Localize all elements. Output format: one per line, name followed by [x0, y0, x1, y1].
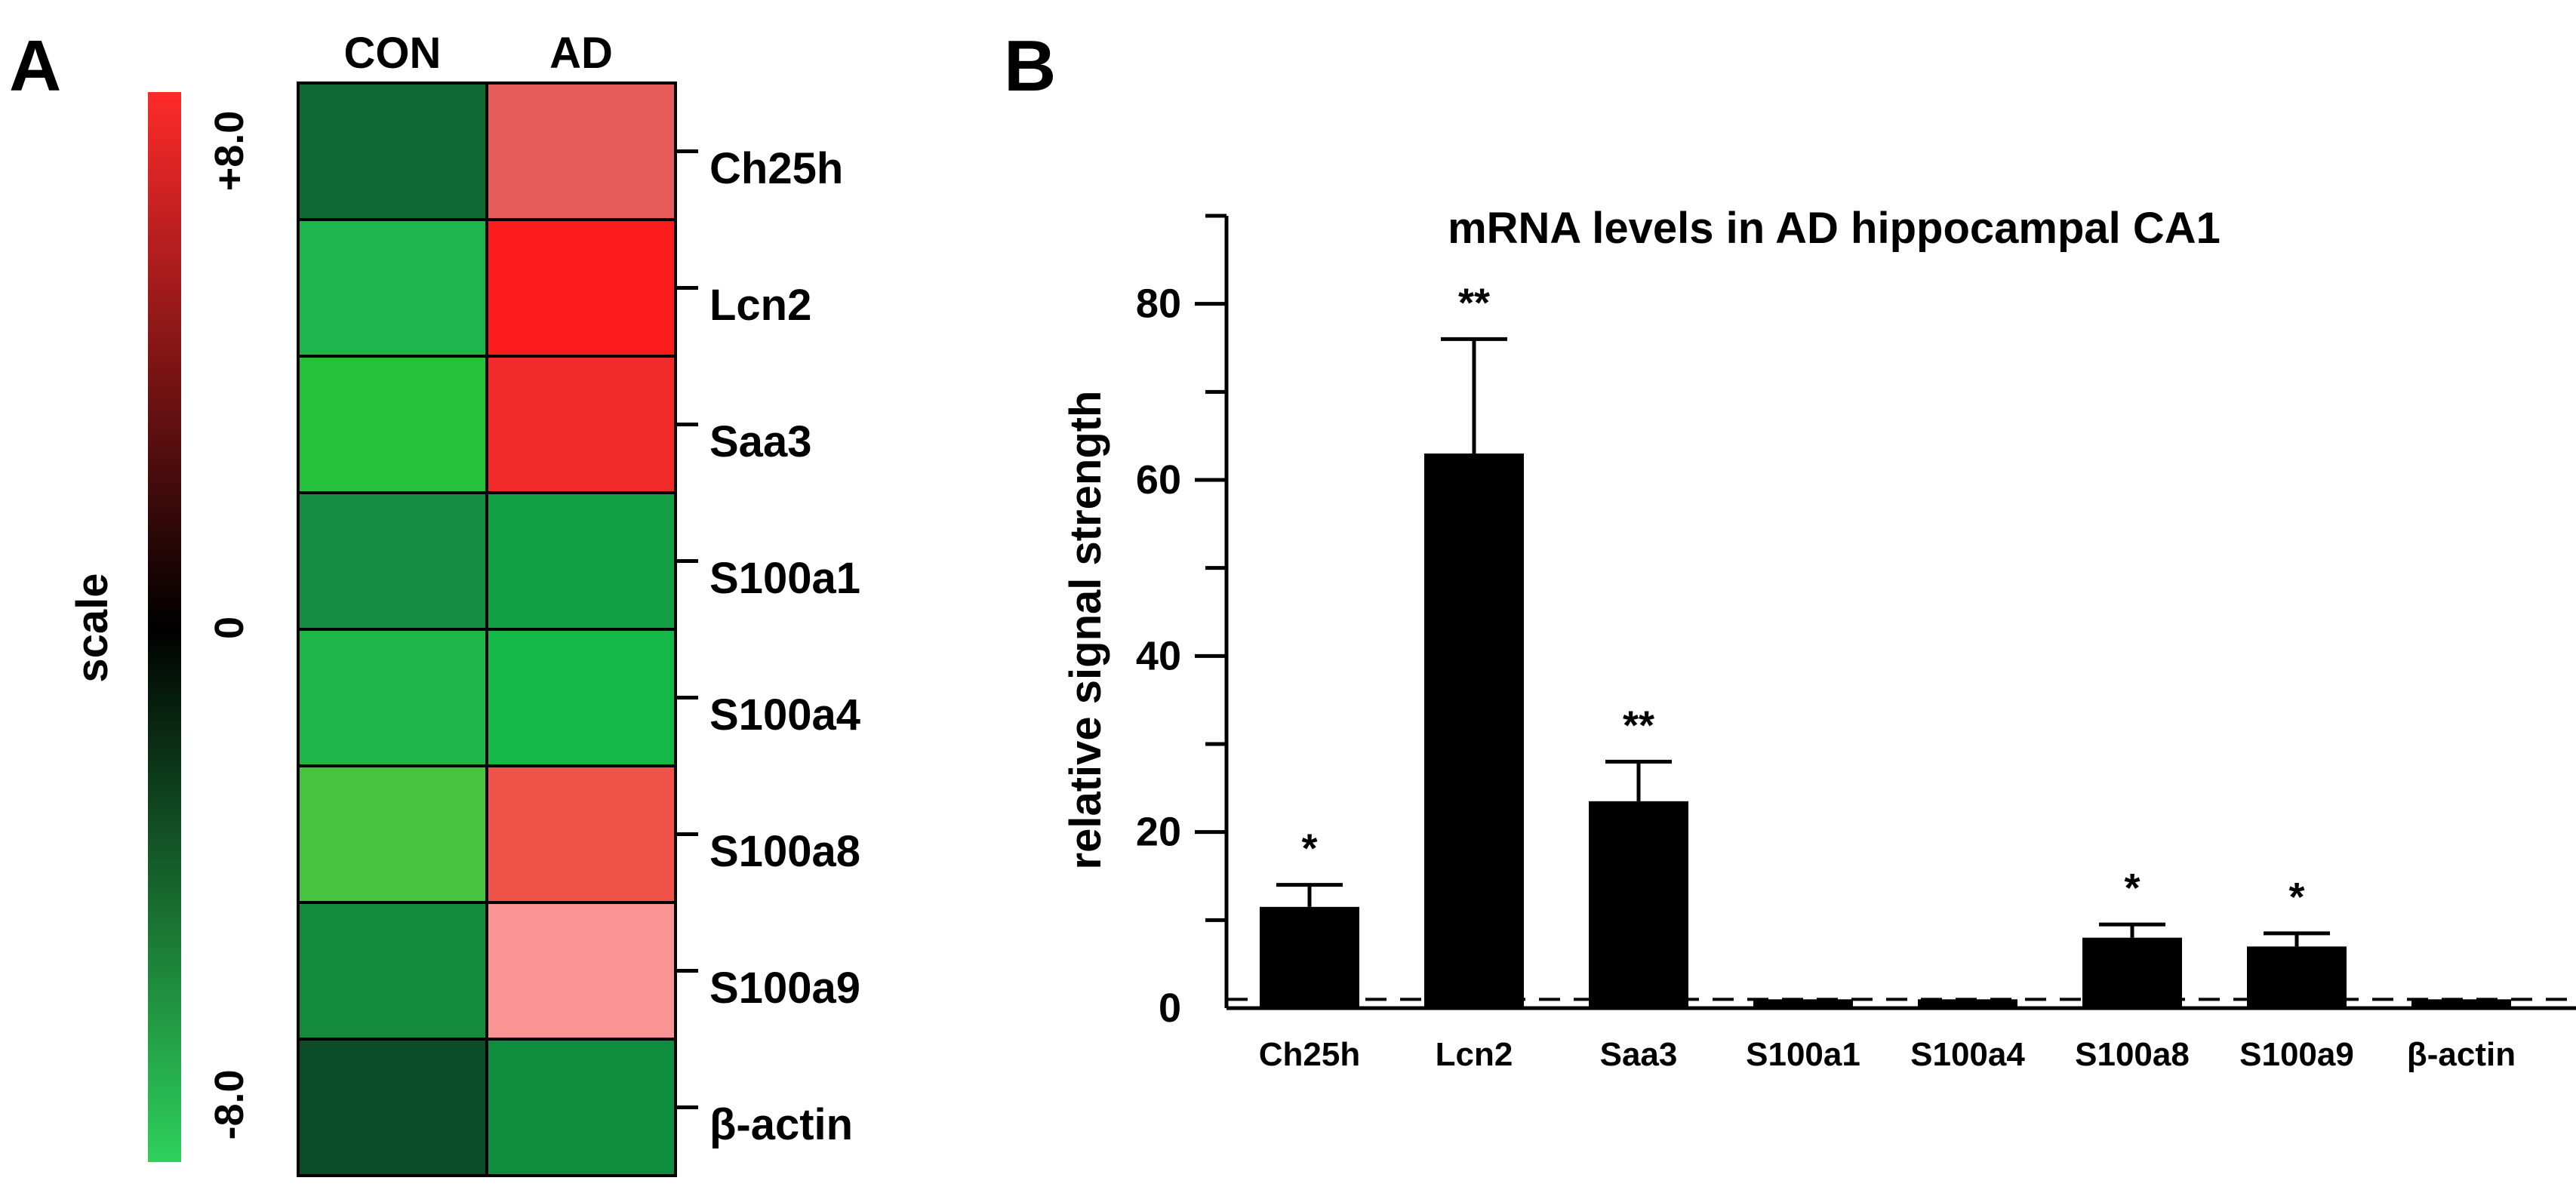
bar — [2411, 999, 2511, 1008]
panel-a-heatmap: A scale +8.0 0 -8.0 CON AD Ch25h Lcn2 Sa… — [9, 26, 860, 1177]
bar — [2082, 937, 2182, 1008]
heatmap-row-label: S100a8 — [709, 827, 860, 876]
heatmap-cell — [485, 901, 677, 1041]
y-axis-ticks: 0 20 40 60 80 — [1136, 214, 1226, 1031]
heatmap-cell — [485, 628, 677, 767]
x-tick-label: S100a1 — [1746, 1036, 1860, 1073]
panel-b-letter: B — [1004, 26, 1056, 106]
heatmap-row-label: Saa3 — [709, 417, 811, 466]
heatmap-column-label: CON — [344, 29, 442, 78]
heatmap-row-label: Lcn2 — [709, 281, 811, 330]
heatmap-cell — [485, 764, 677, 904]
bar — [1753, 999, 1853, 1008]
heatmap-cell — [297, 81, 488, 221]
y-axis-title: relative signal strength — [1061, 391, 1110, 870]
heatmap-cell — [297, 1038, 488, 1177]
heatmap-row-label: Ch25h — [709, 144, 843, 193]
bar — [1589, 801, 1688, 1008]
heatmap-row-label: S100a4 — [709, 690, 860, 739]
heatmap-cell — [297, 491, 488, 631]
x-tick-label: β-actin — [2407, 1036, 2516, 1073]
significance-marker: * — [2288, 875, 2304, 920]
color-scale-tick-zero: 0 — [207, 616, 252, 639]
panel-a-letter: A — [9, 26, 61, 106]
heatmap-cell — [297, 901, 488, 1041]
x-tick-label: S100a4 — [1910, 1036, 2025, 1073]
x-axis-ticks: Ch25h Lcn2 Saa3 S100a1 S100a4 S100a8 S100a9 β-a… — [1259, 1036, 2516, 1073]
bar-chart-title: mRNA levels in AD hippocampal CA1 — [1448, 204, 2221, 253]
heatmap-cell — [485, 1038, 677, 1177]
bar — [2247, 946, 2347, 1008]
heatmap-cell — [297, 764, 488, 904]
y-tick-label: 40 — [1136, 633, 1181, 678]
panel-b-bar-chart: B mRNA levels in AD hippocampal CA1 rela… — [1004, 26, 2576, 1073]
color-scale-tick-min: -8.0 — [207, 1069, 252, 1139]
heatmap-cell — [485, 491, 677, 631]
x-tick-label: Lcn2 — [1436, 1036, 1513, 1073]
heatmap-row-label: S100a1 — [709, 554, 860, 603]
y-tick-label: 80 — [1136, 281, 1181, 327]
color-scale-title: scale — [68, 573, 117, 682]
color-scale-bar — [148, 92, 181, 1162]
bar — [1424, 454, 1524, 1008]
y-tick-label: 60 — [1136, 457, 1181, 503]
y-tick-label: 20 — [1136, 810, 1181, 855]
y-tick-label: 0 — [1159, 985, 1181, 1031]
x-tick-label: Saa3 — [1600, 1036, 1678, 1073]
bar — [1260, 906, 1359, 1008]
x-tick-label: Ch25h — [1259, 1036, 1360, 1073]
significance-marker: * — [2124, 866, 2140, 911]
significance-marker: ** — [1623, 703, 1654, 748]
bar — [1918, 999, 2017, 1008]
color-scale-tick-max: +8.0 — [207, 111, 252, 192]
heatmap-row-label: S100a9 — [709, 964, 860, 1013]
heatmap-cells — [297, 81, 698, 1177]
x-tick-label: S100a9 — [2239, 1036, 2354, 1073]
heatmap-cell — [297, 355, 488, 494]
heatmap-cell — [485, 218, 677, 358]
heatmap-row-label: β-actin — [709, 1100, 853, 1149]
x-tick-label: S100a8 — [2075, 1036, 2190, 1073]
heatmap-cell — [297, 218, 488, 358]
bars: ****** * — [1260, 280, 2511, 1008]
significance-marker: * — [1301, 826, 1317, 872]
significance-marker: ** — [1458, 280, 1490, 325]
heatmap-cell — [297, 628, 488, 767]
heatmap-column-label: AD — [549, 29, 613, 78]
heatmap-cell — [485, 81, 677, 221]
heatmap-cell — [485, 355, 677, 494]
